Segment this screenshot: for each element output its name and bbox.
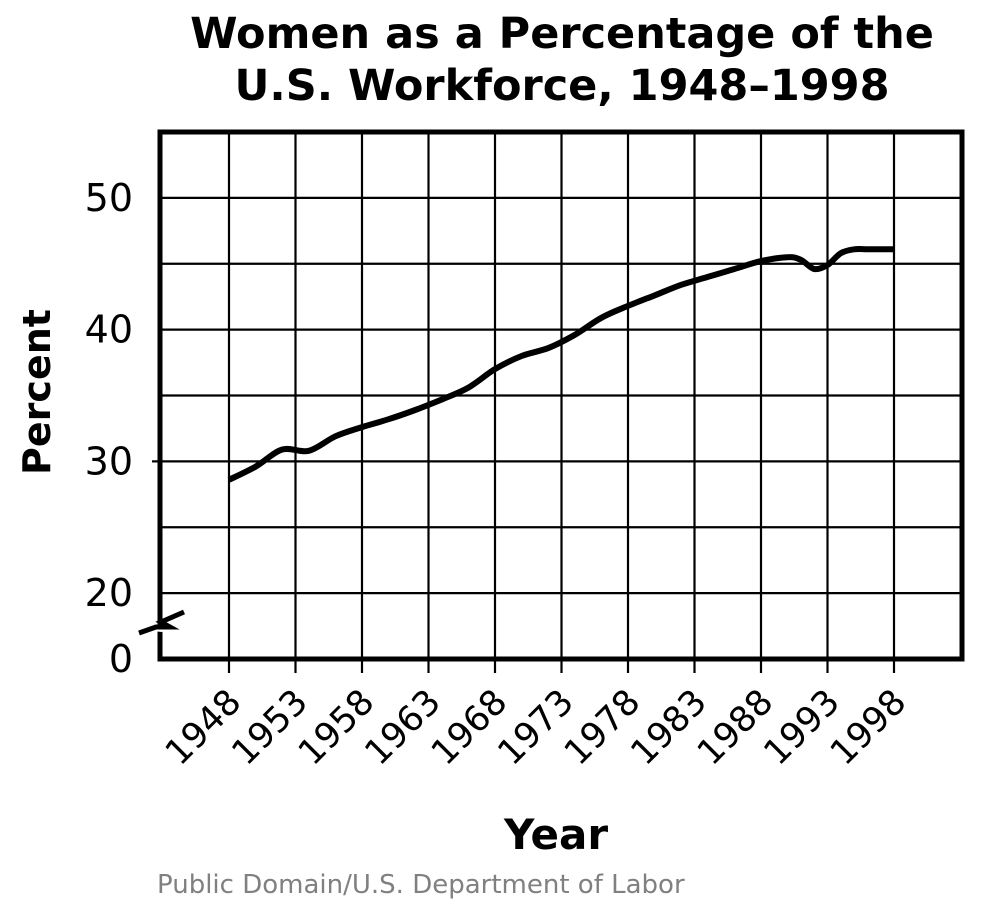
y-tick-labels: 0 20 30 40 50 <box>85 176 133 681</box>
x-tick-label: 1988 <box>690 682 781 773</box>
x-tick-label: 1978 <box>557 682 648 773</box>
x-tick-label: 1998 <box>823 682 914 773</box>
x-tick-label: 1993 <box>757 682 848 773</box>
x-tick-label: 1983 <box>624 682 715 773</box>
x-tick-label: 1958 <box>291 682 382 773</box>
y-tick-label: 30 <box>85 439 133 483</box>
chart-title-line-2: U.S. Workforce, 1948–1998 <box>234 61 890 111</box>
x-tick-label: 1948 <box>158 682 249 773</box>
y-axis-label: Percent <box>15 309 59 475</box>
y-tick-label: 0 <box>109 637 133 681</box>
series-line <box>227 245 894 483</box>
x-tick-labels: 1948195319581963196819731978198319881993… <box>158 682 914 773</box>
y-tick-label: 50 <box>85 176 133 220</box>
gridlines <box>152 132 962 673</box>
x-tick-label: 1973 <box>491 682 582 773</box>
chart-title: Women as a Percentage of the U.S. Workfo… <box>150 8 974 112</box>
source-note: Public Domain/U.S. Department of Labor <box>157 870 685 900</box>
x-tick-label: 1963 <box>358 682 449 773</box>
y-tick-label: 40 <box>85 308 133 352</box>
x-tick-label: 1968 <box>424 682 515 773</box>
x-axis-label: Year <box>503 810 608 859</box>
chart-title-line-1: Women as a Percentage of the <box>190 9 934 59</box>
y-tick-label: 20 <box>85 571 133 615</box>
plot-frame <box>157 129 965 662</box>
x-tick-label: 1953 <box>225 682 316 773</box>
axis-break-icon <box>138 609 185 636</box>
series-layer <box>227 245 894 483</box>
